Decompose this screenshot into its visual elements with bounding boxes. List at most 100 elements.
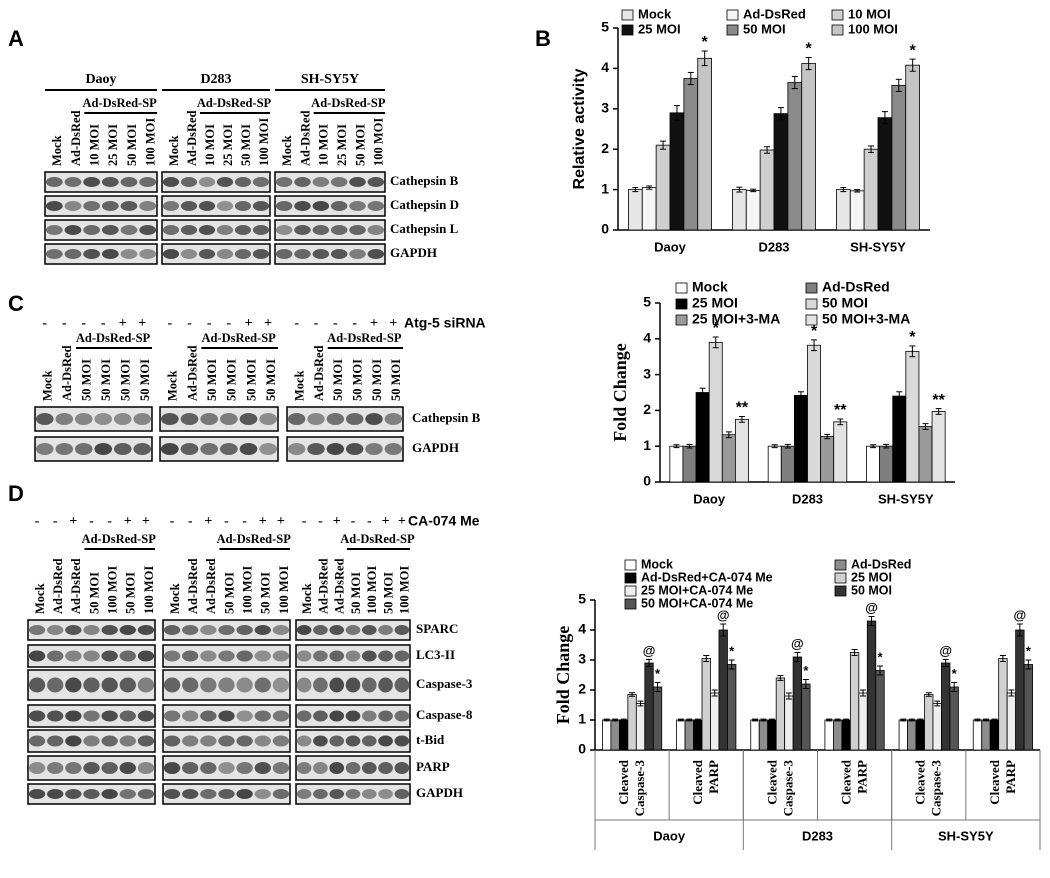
bar [701,658,711,751]
legend-label: 25 MOI+3-MA [692,311,780,327]
legend-swatch [675,298,688,310]
blot-band [345,710,361,722]
blot-band [296,710,312,722]
blot-band [272,677,290,693]
x-tick-label: PARP [855,760,870,794]
bar [745,190,761,231]
legend-swatch [675,314,688,326]
bar [998,658,1008,751]
x-tick-label: Caspase-3 [632,760,647,817]
blot-band [120,249,138,259]
row-label: Cathepsin D [390,197,459,212]
lane-label: Ad-DsRed [185,110,199,166]
sign: - [242,514,247,529]
blot-band [182,650,199,662]
lane-label: 25 MOI [335,124,349,166]
panel-label: D [8,481,24,506]
sign: - [62,316,67,331]
annotation: @ [643,643,656,658]
bracket-label: Ad-DsRed-SP [82,532,157,546]
blot-band [394,650,410,662]
bar [635,703,646,751]
sign: - [188,514,193,529]
blot-band [200,789,217,799]
legend-label: 50 MOI [743,21,786,36]
bar [669,112,685,231]
x-tick-label: PARP [706,760,721,794]
bar [693,719,703,751]
legend-swatch [621,24,634,36]
bar [610,719,620,751]
blot-band [198,201,216,211]
x-tick-label: Caspase-3 [780,760,795,817]
lane-label: 50 MOI [239,124,253,166]
blot-band [378,677,393,693]
y-tick-label: 4 [601,59,609,75]
blot-band [365,443,383,455]
blot-band [216,177,234,187]
blot-band [307,443,325,455]
blot-band [236,762,253,774]
blot-band [218,677,235,693]
bar [892,395,907,483]
x-tick-label: SH-SY5Y [850,239,906,254]
blot-band [275,177,293,187]
blot-band [119,735,136,747]
annotation: * [803,663,809,678]
blot-band [83,625,100,635]
lane-label: 10 MOI [88,124,102,166]
x-tick-label: D283 [792,491,823,506]
blot-band [272,710,290,722]
blot-band [349,177,366,187]
sign: - [314,316,319,331]
legend-swatch [624,585,637,597]
y-tick-label: 2 [643,401,651,417]
blot-band [74,443,93,455]
blot-band [119,710,136,722]
sign: + [204,514,212,529]
blot-band [101,650,118,662]
sign: + [142,514,150,529]
sign: + [277,514,285,529]
lane-label: 50 MOI [99,359,113,401]
bar [931,411,946,483]
bar [710,692,720,751]
y-tick-label: 1 [643,437,651,453]
bar [941,662,951,751]
bar [924,694,934,751]
bar [932,703,942,751]
blot-band [182,710,199,722]
blot-band [287,443,306,455]
blot-band [365,413,383,425]
lane-label: Ad-DsRed [186,558,200,614]
sign: - [294,316,299,331]
bar [1015,629,1025,751]
blot-band [94,413,113,425]
legend-label: 25 MOI [638,21,681,36]
blot-band [330,225,348,235]
blot-band [180,249,198,259]
blot-band [218,762,235,774]
blot-band [275,225,293,235]
blot-band [329,625,345,635]
blot-band [259,443,278,455]
bar [841,719,851,751]
row-label: PARP [416,759,450,774]
blot-band [345,735,361,747]
sign: - [352,316,357,331]
legend-swatch [834,572,847,584]
blot-band [294,249,311,259]
x-tick-label: PARP [1003,760,1018,794]
sign: - [89,514,94,529]
y-tick-label: 4 [578,621,586,637]
blot-band [65,762,82,774]
lane-label: 50 MOI [138,359,152,401]
blot-band [65,625,82,635]
blot-band [294,201,311,211]
blot-band [216,249,234,259]
x-tick-label: Cleaved [987,759,1002,805]
lane-label: 10 MOI [317,124,331,166]
annotation: * [877,649,883,664]
treatment-label: CA-074 Me [408,513,480,529]
blot-band [65,677,82,693]
